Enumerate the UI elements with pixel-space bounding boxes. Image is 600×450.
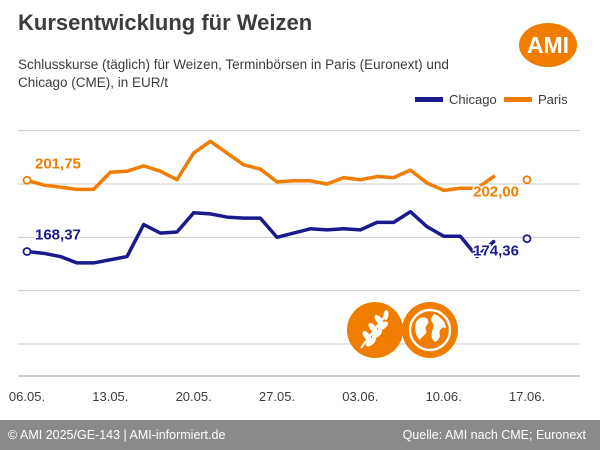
chart-title: Kursentwicklung für Weizen [18,10,313,35]
data-label-paris-end: 202,00 [473,184,519,201]
x-tick-label: 27.05. [259,389,295,404]
globe-icon [402,302,458,358]
series-lines [22,139,532,265]
endpoint-marker-paris-end [522,175,532,185]
decorative-icons [347,302,458,358]
wheat-icon [347,302,403,358]
x-tick-label: 03.06. [342,389,378,404]
x-tick-label: 17.06. [509,389,545,404]
data-label-chicago-end: 174,36 [473,243,519,260]
data-labels: 201,75 202,00 168,37 174,36 [34,154,521,261]
x-tick-label: 13.05. [92,389,128,404]
legend-item-paris: Paris [504,92,568,107]
data-label-paris-start: 201,75 [35,155,81,172]
x-tick-label: 10.06. [426,389,462,404]
footer-source: Quelle: AMI nach CME; Euronext [402,428,586,442]
data-label-chicago-start: 168,37 [35,226,81,243]
x-tick-label: 06.05. [9,389,45,404]
gridlines [18,130,580,377]
chart-subtitle: Schlusskurse (täglich) für Weizen, Termi… [18,57,449,90]
series-line-paris [25,139,496,193]
legend-label-chicago: Chicago [449,92,497,107]
legend-item-chicago: Chicago [415,92,497,107]
series-line-chicago [25,209,496,265]
x-tick-label: 20.05. [176,389,212,404]
footer-copyright: © AMI 2025/GE-143 | AMI-informiert.de [8,428,226,442]
endpoint-marker-chicago-end [522,234,532,244]
legend-swatch-chicago [415,97,443,103]
line-chart: 06.05. 13.05. 20.05. 27.05. 03.06. 10.06. 17.0… [9,130,580,404]
legend-label-paris: Paris [538,92,568,107]
endpoint-marker-chicago-start [22,247,32,256]
endpoint-marker-paris-start [22,175,32,185]
x-axis: 06.05. 13.05. 20.05. 27.05. 03.06. 10.06. 17.0… [9,389,545,404]
ami-logo: AMI [519,23,577,67]
legend-swatch-paris [504,97,532,103]
footer-bar: © AMI 2025/GE-143 | AMI-informiert.de Qu… [0,420,600,450]
